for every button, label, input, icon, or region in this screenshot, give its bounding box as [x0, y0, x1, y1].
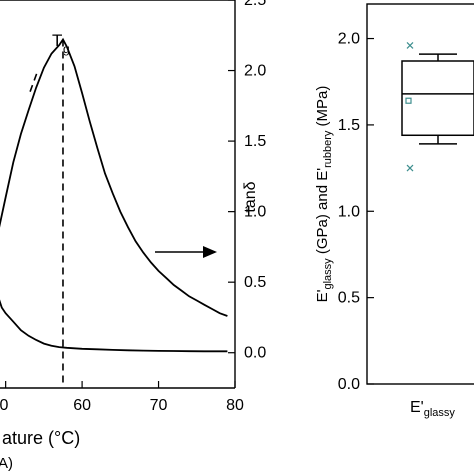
right-y-tick-label: 2.0 — [244, 63, 266, 80]
min-marker — [406, 164, 414, 172]
box-iqr — [401, 60, 474, 137]
right-y-tick-label: 0.0 — [244, 345, 266, 362]
panel-label: A) — [0, 455, 13, 472]
modulus-box-chart: 0.0 0.5 1.0 1.5 2.0 E'glassy (GPa) and E'rub… — [314, 3, 474, 419]
x-ticks: 0 60 70 80 — [0, 381, 244, 414]
y-tick-label: 0.5 — [338, 290, 360, 307]
modulus-y-axis-label: E'glassy (GPa) and E'rubbery (MPa) — [314, 86, 334, 303]
mean-marker — [405, 97, 412, 104]
left-y-ticks: 0.0 0.5 1.0 1.5 2.0 — [338, 31, 374, 393]
tan-delta-chart: 0 60 70 80 0.0 0.5 1.0 1.5 2.0 2.5 T g tanδ atur… — [0, 0, 266, 472]
right-plot-frame — [366, 3, 474, 385]
x-axis-label: ature (°C) — [2, 428, 80, 448]
category-label: E'glassy — [410, 399, 455, 419]
y-tick-label: 2.0 — [338, 31, 360, 48]
series-line-3 — [29, 70, 39, 92]
right-y-tick-label: 1.5 — [244, 133, 266, 150]
right-y-axis-label: tanδ — [242, 181, 259, 212]
right-y-tick-label: 1.0 — [244, 204, 266, 221]
right-y-tick-label: 2.5 — [244, 0, 266, 9]
right-y-ticks: 0.0 0.5 1.0 1.5 2.0 2.5 — [228, 0, 266, 362]
series-group — [0, 37, 228, 353]
box-plot — [401, 42, 474, 172]
series-line-2 — [0, 299, 228, 353]
tg-label: T — [52, 31, 62, 50]
y-tick-label: 1.0 — [338, 203, 360, 220]
x-tick-label: 0 — [0, 397, 9, 414]
y-tick-label: 1.5 — [338, 117, 360, 134]
y-tick-label: 0.0 — [338, 376, 360, 393]
tg-subscript: g — [63, 42, 70, 56]
x-tick-label: 80 — [226, 397, 244, 414]
x-tick-label: 60 — [73, 397, 91, 414]
series-line-1 — [0, 37, 228, 317]
right-y-tick-label: 0.5 — [244, 274, 266, 291]
arrow-head-icon — [203, 246, 217, 258]
x-tick-label: 70 — [150, 397, 168, 414]
max-marker — [406, 42, 414, 49]
